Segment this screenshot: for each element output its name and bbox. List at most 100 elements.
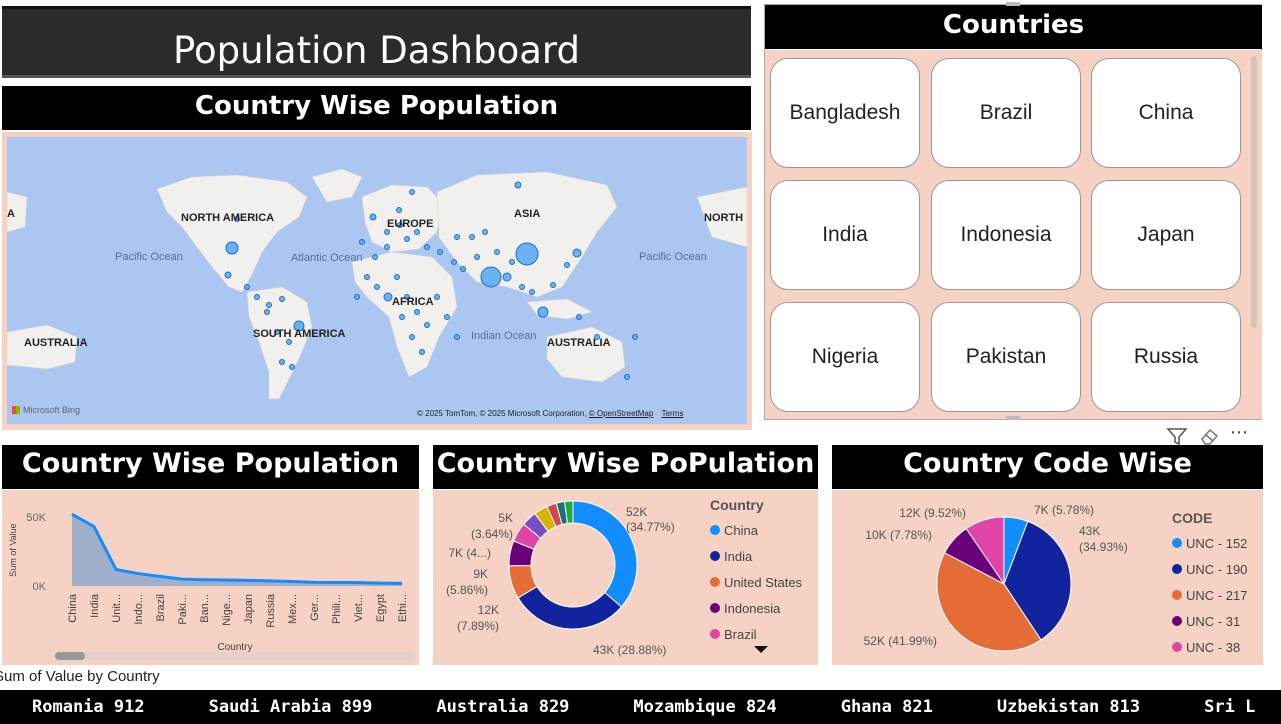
legend-label: United States [724, 575, 802, 590]
terms-link[interactable]: Terms [662, 409, 684, 418]
map-svg: NORTH AMERICA NORTH EUROPE ASIA AFRICA S… [7, 137, 747, 424]
microsoft-logo-icon [12, 406, 20, 414]
map-panel-title: Country Wise Population [2, 86, 751, 130]
legend-marker [710, 551, 720, 561]
ticker-item: Saudi Arabia 899 [209, 690, 373, 724]
legend-marker [1172, 642, 1182, 652]
visual-toolbar: ⋯ [1166, 425, 1261, 447]
map-label-pacific-left: Pacific Ocean [115, 251, 183, 263]
legend-label: India [724, 549, 752, 564]
legend-item[interactable]: UNC - 38 [1172, 634, 1267, 660]
legend-marker [1172, 538, 1182, 548]
ticker-item: Uzbekistan 813 [997, 690, 1140, 724]
legend-item[interactable]: Indonesia [710, 595, 818, 621]
x-tick-label: Ethi... [397, 594, 409, 622]
ticker-item: Australia 829 [436, 690, 569, 724]
filter-icon[interactable] [1166, 426, 1188, 446]
legend-marker [1172, 564, 1182, 574]
resize-handle-bottom[interactable] [1006, 416, 1020, 420]
legend-marker [710, 629, 720, 639]
ticker-row: Romania 912 Saudi Arabia 899 Australia 829… [32, 690, 1281, 724]
legend-item[interactable]: UNC - 217 [1172, 582, 1267, 608]
x-tick-label: Unit... [111, 594, 123, 623]
legend-label: UNC - 38 [1186, 640, 1240, 655]
osm-link[interactable]: © OpenStreetMap [589, 409, 654, 418]
eraser-icon[interactable] [1198, 426, 1220, 446]
legend-item[interactable]: UNC - 190 [1172, 556, 1267, 582]
donut-label-indonesia-pct: (5.86%) [446, 583, 488, 597]
legend-marker [710, 603, 720, 613]
x-tick-label: Indo... [133, 594, 145, 625]
x-tick-label: Mex... [287, 594, 299, 624]
legend-item[interactable]: United States [710, 569, 818, 595]
slicer-item-russia[interactable]: Russia [1091, 302, 1241, 412]
map-label-north-america: NORTH AMERICA [181, 212, 274, 224]
map-label-europe: EUROPE [387, 218, 433, 230]
pie-label-unc-31: 10K (7.78%) [865, 528, 932, 542]
x-tick-label: China [67, 593, 79, 623]
ticker-bar: Romania 912 Saudi Arabia 899 Australia 829… [0, 690, 1281, 724]
ticker-item: Ghana 821 [841, 690, 933, 724]
bing-logo-text: Microsoft Bing [23, 405, 80, 415]
ticker-item: Mozambique 824 [633, 690, 776, 724]
legend-item[interactable]: China [710, 517, 818, 543]
donut-label-china-pct: (34.77%) [626, 520, 675, 534]
x-tick-label: Ban... [199, 594, 211, 623]
slice-india[interactable] [518, 587, 621, 629]
x-tick-label: Ger... [309, 594, 321, 621]
donut-legend-title: Country [710, 497, 818, 517]
slicer-item-india[interactable]: India [770, 180, 920, 290]
y-tick-label: 0K [33, 581, 47, 593]
slicer-scrollbar[interactable] [1251, 56, 1257, 328]
legend-marker [1172, 616, 1182, 626]
area-chart-scrollbar[interactable] [55, 652, 415, 660]
slicer-item-bangladesh[interactable]: Bangladesh [770, 58, 920, 168]
x-tick-label: Japan [243, 594, 255, 624]
legend-label: UNC - 152 [1186, 536, 1247, 551]
x-tick-label: Brazil [155, 594, 167, 622]
map-label-south-america: SOUTH AMERICA [253, 328, 346, 340]
legend-marker [710, 577, 720, 587]
slicer-item-pakistan[interactable]: Pakistan [931, 302, 1081, 412]
area-chart-title: Country Wise Population [2, 445, 419, 489]
legend-label: China [724, 523, 758, 538]
legend-item[interactable]: UNC - 152 [1172, 530, 1267, 556]
donut-legend: Country China India United States Indonesia… [710, 497, 818, 647]
slicer-item-indonesia[interactable]: Indonesia [931, 180, 1081, 290]
dashboard-title-bar: Population Dashboard [2, 6, 751, 78]
slicer-item-nigeria[interactable]: Nigeria [770, 302, 920, 412]
y-tick-label: 50K [26, 512, 46, 524]
legend-item[interactable]: Brazil [710, 621, 818, 647]
legend-marker [710, 525, 720, 535]
pie-label-unc-217: 52K (41.99%) [864, 634, 937, 648]
page-title: Population Dashboard [2, 9, 751, 93]
x-tick-label: Paki... [177, 594, 189, 625]
donut-chart-title: Country Wise PoPulation [433, 445, 818, 489]
area-chart[interactable]: 50K 0K Sum of Value China India Unit... Indo..… [2, 490, 419, 665]
legend-label: UNC - 190 [1186, 562, 1247, 577]
slicer-item-china[interactable]: China [1091, 58, 1241, 168]
resize-handle-top[interactable] [1006, 2, 1020, 6]
x-tick-label: India [89, 593, 101, 618]
donut-label-us: 12K [478, 603, 499, 617]
x-tick-label: Viet... [353, 594, 365, 622]
x-tick-label: Russia [265, 593, 277, 628]
pie-label-unc-190: 43K [1079, 524, 1100, 538]
map-label-australia-right: AUSTRALIA [547, 337, 611, 349]
bing-logo: Microsoft Bing [12, 405, 80, 415]
pie-legend-title: CODE [1172, 510, 1267, 530]
legend-label: UNC - 217 [1186, 588, 1247, 603]
legend-scroll-down-icon[interactable] [754, 646, 768, 653]
ticker-item: Sri L [1204, 690, 1255, 724]
world-map[interactable]: NORTH AMERICA NORTH EUROPE ASIA AFRICA S… [7, 137, 747, 424]
legend-label: Brazil [724, 627, 757, 642]
x-tick-label: Nige... [221, 594, 233, 626]
donut-label-pakistan: 5K [498, 511, 513, 525]
more-options-icon[interactable]: ⋯ [1230, 426, 1254, 446]
scrollbar-thumb[interactable] [55, 652, 85, 660]
slicer-item-brazil[interactable]: Brazil [931, 58, 1081, 168]
donut-label-china: 52K [626, 505, 647, 519]
slicer-item-japan[interactable]: Japan [1091, 180, 1241, 290]
legend-item[interactable]: UNC - 31 [1172, 608, 1267, 634]
legend-item[interactable]: India [710, 543, 818, 569]
